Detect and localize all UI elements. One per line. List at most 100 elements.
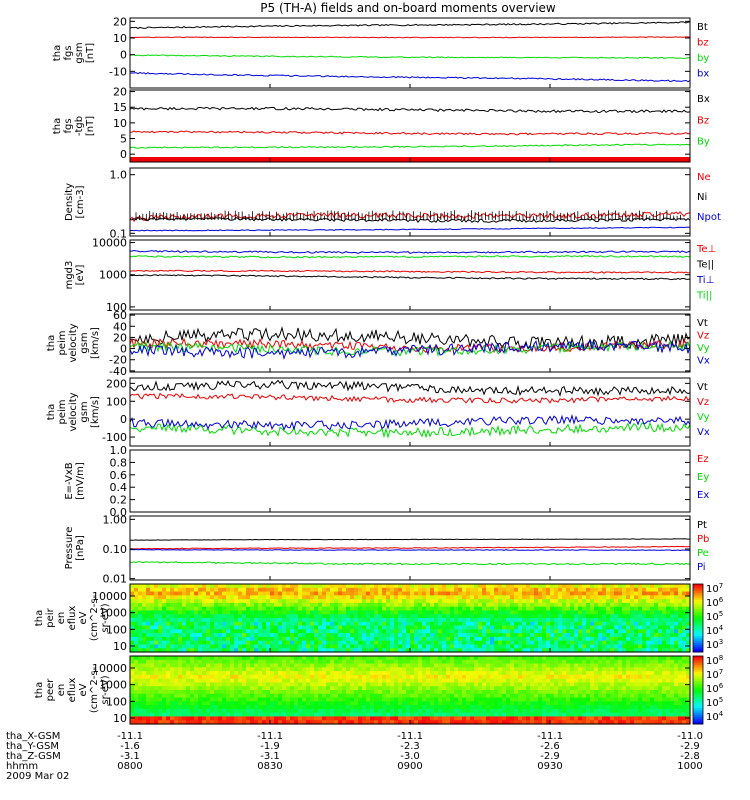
legend-entry-bx: bx xyxy=(697,69,709,80)
legend-entry-Pt: Pt xyxy=(697,520,707,531)
legend-entry-bz: bz xyxy=(697,38,709,49)
legend-entry-Pi: Pi xyxy=(697,562,706,573)
ephem-value-y: -2.9 xyxy=(680,741,700,752)
y-tick-label: 10000 xyxy=(92,590,127,603)
series-Vz xyxy=(129,392,691,404)
y-tick-label: 0 xyxy=(120,148,127,161)
series-Vt xyxy=(129,326,691,351)
x-ticks xyxy=(129,158,691,162)
y-tick-label: 15 xyxy=(113,101,127,114)
ephem-value-y: -1.6 xyxy=(120,741,140,752)
panel-temperature: 10000 1000 100 mgd3[eV] Te⊥ Te|| Ti⊥ Ti|| xyxy=(64,237,716,314)
series-Vx xyxy=(129,413,691,431)
legend-entry-Ne: Ne xyxy=(697,172,711,183)
legend: Bx Bz By xyxy=(697,94,710,148)
legend-entry-Ey: Ey xyxy=(697,472,709,483)
y-tick-label: 20 xyxy=(113,15,127,28)
y-tick-label: 0.0 xyxy=(110,506,128,519)
ephem-value-z: -2.8 xyxy=(680,751,700,762)
series-lines xyxy=(129,21,691,83)
ephemeris-table: tha_X-GSMtha_Y-GSMtha_Z-GSMhhmm-11.1-1.6… xyxy=(6,731,703,782)
panel-frame xyxy=(129,89,691,163)
spectrogram-cells xyxy=(130,584,691,653)
y-ticks: 200 100 0 -100 xyxy=(102,377,690,444)
y-tick-label: -20 xyxy=(109,354,127,367)
panel-frame xyxy=(129,377,691,447)
y-ticks: 10000 1000 100 10 xyxy=(92,662,690,725)
ephem-row-label: tha_Y-GSM xyxy=(6,741,59,752)
x-ticks xyxy=(129,648,691,652)
legend-entry-Vy: Vy xyxy=(697,343,710,354)
legend-entry-Bz: Bz xyxy=(697,115,709,126)
y-tick-label: -40 xyxy=(109,365,127,378)
x-ticks xyxy=(129,720,691,724)
series-by xyxy=(129,54,691,59)
panel-efield: 1.00.80.60.40.20.0 E=-VxB[mV/m] Ez Ey Ex xyxy=(64,444,709,519)
y-tick-label: 100 xyxy=(106,301,127,314)
series-Bx xyxy=(129,106,691,114)
ephem-value-z: -3.1 xyxy=(260,751,280,762)
y-tick-label: -100 xyxy=(102,431,127,444)
ephem-value-y: -2.3 xyxy=(400,741,420,752)
colorbar-tick-label: 105 xyxy=(706,696,723,709)
legend: Ez Ey Ex xyxy=(697,454,709,501)
panel-fgs-dsl: 20 15 10 5 0 thafgs-tgb[nT] Bx Bz By xyxy=(52,86,710,163)
y-tick-label: 10000 xyxy=(92,662,127,675)
ephem-value-z: -2.9 xyxy=(540,751,560,762)
legend-entry-Vz: Vz xyxy=(697,331,709,342)
colorbar-tick-label: 105 xyxy=(706,610,723,623)
legend-entry-Te⊥: Te⊥ xyxy=(696,244,716,255)
y-ticks: 20 15 10 5 0 xyxy=(113,86,690,161)
y-ticks: 1.00.80.60.40.20.0 xyxy=(110,444,690,519)
y-ticks: 1.0 0.1 xyxy=(110,169,690,240)
ephem-value-t: 0830 xyxy=(257,761,282,772)
ephem-value-y: -2.6 xyxy=(540,741,560,752)
y-axis-label: thafgs-tgb[nT] xyxy=(52,116,96,136)
y-tick-label: 1000 xyxy=(99,679,127,692)
series-Vt xyxy=(129,379,691,397)
y-tick-label: 10 xyxy=(113,712,127,725)
ephem-value-x: -11.1 xyxy=(117,731,143,742)
y-tick-label: 0.4 xyxy=(110,481,128,494)
y-axis-label: thapeimvelocitygsm[km/s] xyxy=(46,323,101,362)
ephem-value-t: 1000 xyxy=(677,761,702,772)
legend: Bt bz by bx xyxy=(697,22,709,80)
series-Te|| xyxy=(129,274,691,281)
colorbar-frame xyxy=(692,583,704,653)
y-axis-label: thapeirenefluxeV(cm^2-s-sr-eV) xyxy=(34,594,111,641)
y-ticks: 10000 1000 100 xyxy=(92,237,690,314)
series-bx xyxy=(129,71,691,83)
panel-fgs: 20 10 0 -10 thafgsgsm[nT] Bt bz by bx xyxy=(52,15,709,89)
ephem-value-t: 0930 xyxy=(537,761,562,772)
colorbar-tick-label: 104 xyxy=(706,710,724,723)
legend-entry-Ti⊥: Ti⊥ xyxy=(696,275,714,286)
legend-entry-Te||: Te|| xyxy=(696,260,714,271)
y-tick-label: 1.0 xyxy=(110,444,128,457)
y-tick-label: 10 xyxy=(113,117,127,130)
ni-spikes xyxy=(135,210,681,220)
y-tick-label: 0.6 xyxy=(110,469,128,482)
y-ticks: 20 10 0 -10 xyxy=(109,15,690,78)
y-tick-label: 10000 xyxy=(92,237,127,250)
series-lines xyxy=(129,326,691,360)
series-lines xyxy=(129,211,691,232)
legend-entry-Ni: Ni xyxy=(697,192,707,203)
y-tick-label: 200 xyxy=(106,377,127,390)
y-axis-label: Pressure[nPa] xyxy=(64,527,86,570)
series-bz xyxy=(129,36,691,39)
spectrogram-cells xyxy=(130,656,691,725)
figure-title: P5 (TH-A) fields and on-board moments ov… xyxy=(260,1,556,15)
legend-entry-Pe: Pe xyxy=(697,548,709,559)
series-Te⊥ xyxy=(129,269,691,274)
y-tick-label: 100 xyxy=(106,623,127,636)
panel-frame xyxy=(129,167,691,237)
ephem-value-y: -1.9 xyxy=(260,741,280,752)
ephem-value-x: -11.0 xyxy=(677,731,703,742)
series-Pe xyxy=(129,561,691,566)
colorbar-tick-label: 106 xyxy=(706,596,724,609)
